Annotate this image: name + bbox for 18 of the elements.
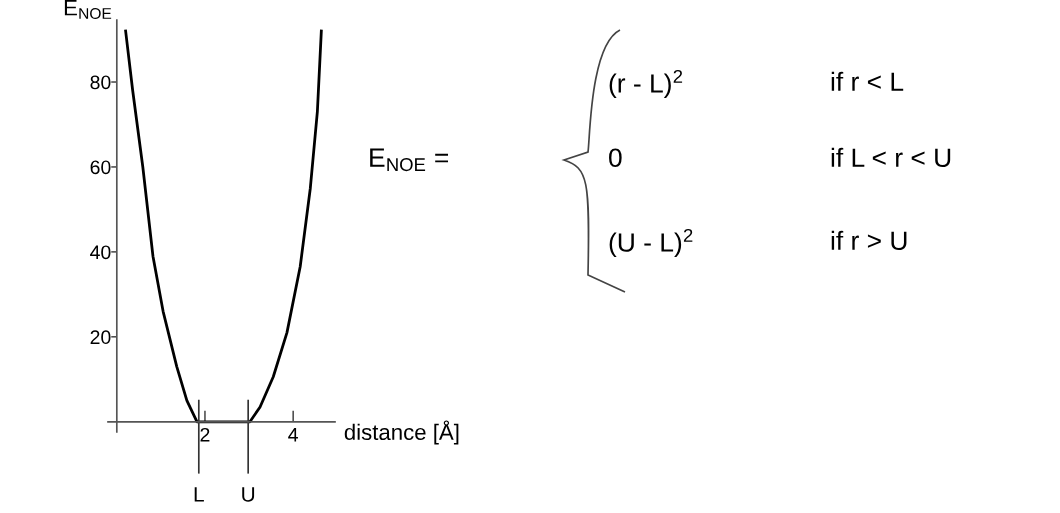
y-tick-label: 60 — [90, 160, 111, 175]
text: if L < r < U — [831, 147, 951, 168]
y-axis-title: E$_{NOE}$ — [64, 0, 112, 20]
x-axis-title: distance [Å] — [344, 420, 459, 445]
y-tick-label: 80 — [90, 75, 111, 90]
text: E$_{NOE}$ = — [370, 148, 449, 172]
line-series — [124, 29, 323, 424]
text: (r - L)$^{2}$ — [609, 69, 683, 98]
x-tick-label: 4 — [288, 428, 298, 442]
text: if r < L — [831, 71, 904, 91]
text: (U - L)$^{2}$ — [609, 228, 693, 257]
ref-line-label: L — [194, 487, 204, 502]
y-tick-label: 40 — [90, 245, 111, 260]
text: 0 — [609, 148, 622, 168]
text: if r > U — [831, 230, 907, 251]
ref-line-label: U — [242, 487, 255, 502]
x-tick-label: 2 — [200, 427, 210, 442]
y-tick-label: 20 — [90, 330, 111, 345]
